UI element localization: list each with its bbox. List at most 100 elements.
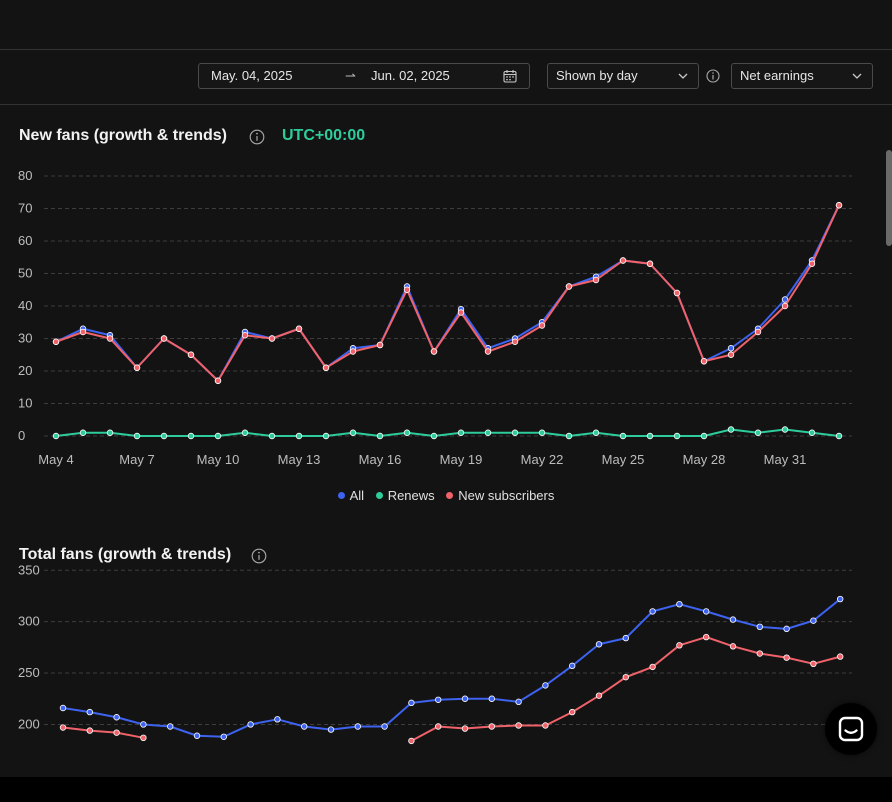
metric-select[interactable]: Net earnings (731, 63, 873, 89)
data-point (160, 432, 168, 440)
data-point (783, 625, 790, 633)
x-tick-label: May 22 (521, 452, 564, 467)
data-point (727, 345, 735, 352)
group-by-select[interactable]: Shown by day (547, 63, 699, 89)
data-point (729, 616, 737, 623)
data-point (160, 335, 168, 342)
y-tick-label: 80 (18, 168, 32, 183)
timezone-label: UTC+00:00 (282, 127, 366, 144)
data-point (322, 432, 330, 440)
date-range-arrow-icon: ⇀ (345, 68, 356, 83)
data-point (676, 642, 683, 649)
series-line (55, 428, 840, 437)
data-point (673, 432, 681, 440)
data-point (376, 341, 384, 349)
metric-value: Net earnings (740, 68, 814, 83)
y-tick-label: 350 (18, 562, 40, 577)
data-point (754, 429, 762, 436)
data-point (403, 286, 411, 293)
data-point (538, 322, 546, 329)
data-point (808, 429, 816, 436)
data-point (727, 351, 735, 358)
data-point (488, 723, 495, 730)
data-point (59, 704, 67, 712)
bottom-bar (0, 777, 892, 802)
data-point (214, 432, 222, 440)
data-point (430, 432, 438, 440)
data-point (700, 358, 708, 365)
data-point (703, 608, 710, 615)
data-point (295, 432, 303, 440)
y-tick-label: 10 (18, 396, 32, 411)
data-point (783, 654, 790, 661)
data-point (810, 660, 817, 668)
y-tick-label: 300 (18, 614, 40, 629)
data-point (457, 429, 465, 436)
data-point (430, 348, 438, 355)
new-fans-chart: 0 10 20 30 40 50 60 70 80 May 4 May 7 May 10 May 13 M… (18, 168, 852, 467)
data-point (241, 332, 249, 339)
chart-legend: All Renews New subscribers (0, 488, 892, 503)
series-line (410, 636, 841, 742)
data-point (79, 429, 87, 436)
legend-item-new-subscribers[interactable]: New subscribers (446, 488, 554, 503)
data-point (781, 426, 789, 433)
x-tick-label: May 31 (764, 452, 807, 467)
data-point (484, 429, 492, 436)
x-tick-label: May 19 (440, 452, 483, 467)
y-tick-label: 30 (18, 331, 32, 346)
data-point (113, 729, 120, 736)
legend-label: All (349, 488, 365, 503)
data-point (595, 692, 603, 699)
date-from: May. 04, 2025 (211, 68, 293, 83)
data-point (268, 432, 276, 440)
legend-item-all[interactable]: All (337, 488, 365, 503)
chevron-down-icon (678, 73, 688, 79)
data-point (542, 722, 549, 729)
data-point (214, 377, 222, 384)
data-point (622, 634, 629, 642)
scrollbar-thumb[interactable] (886, 150, 892, 246)
data-point (435, 696, 442, 703)
data-point (810, 617, 817, 624)
data-point (488, 695, 495, 702)
x-tick-label: May 13 (278, 452, 321, 467)
data-point (461, 695, 469, 702)
info-icon[interactable] (251, 548, 267, 564)
info-icon[interactable] (249, 129, 265, 145)
data-point (113, 714, 120, 721)
data-point (301, 723, 308, 730)
series-line (55, 204, 840, 382)
data-point (649, 663, 656, 671)
legend-item-renews[interactable]: Renews (375, 488, 435, 503)
data-point (808, 260, 816, 267)
data-point (435, 723, 442, 730)
data-point (542, 682, 549, 689)
calendar-icon[interactable] (503, 69, 517, 83)
data-point (676, 600, 683, 608)
data-point (649, 608, 656, 615)
data-point (133, 364, 141, 371)
data-point (408, 737, 415, 745)
data-point (619, 257, 627, 264)
data-point (52, 338, 60, 345)
data-point (729, 643, 737, 650)
data-point (140, 734, 147, 742)
data-point (376, 432, 384, 440)
data-point (835, 432, 843, 440)
data-point (511, 338, 519, 345)
info-icon[interactable] (706, 69, 720, 83)
date-range-picker[interactable]: May. 04, 2025 ⇀ Jun. 02, 2025 (198, 63, 530, 89)
data-point (79, 328, 87, 336)
legend-label: New subscribers (458, 488, 555, 503)
data-point (592, 276, 600, 284)
x-tick-label: May 4 (38, 452, 73, 467)
data-point (106, 335, 114, 342)
date-to: Jun. 02, 2025 (371, 68, 450, 83)
new-fans-title: New fans (growth & trends) (19, 127, 228, 144)
data-point (187, 432, 195, 440)
total-fans-title: Total fans (growth & trends) (19, 546, 232, 563)
chat-button[interactable] (825, 703, 877, 755)
series-line (62, 598, 841, 738)
data-point (461, 725, 469, 732)
